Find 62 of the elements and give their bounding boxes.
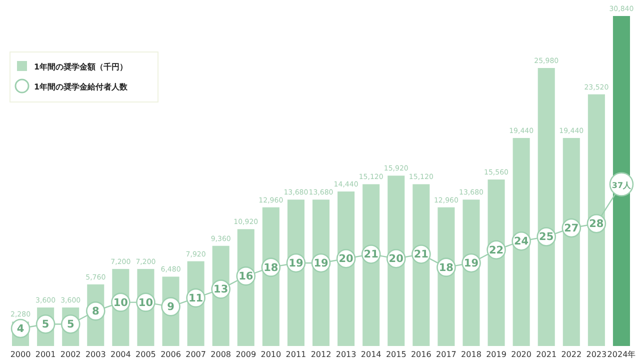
x-tick-label: 2005 (136, 350, 156, 359)
x-tick-label: 2012 (310, 350, 332, 359)
data-label: 8 (92, 306, 100, 318)
bar (462, 200, 480, 346)
x-tick-label: 2017 (436, 350, 456, 359)
x-tick-label: 2003 (85, 350, 106, 359)
x-tick-label: 2021 (536, 350, 557, 359)
bar (488, 180, 505, 346)
x-tick-label: 2016 (410, 350, 432, 359)
data-label: 19 (314, 257, 328, 270)
x-tick-label: 2013 (336, 350, 356, 359)
data-label: 21 (414, 248, 428, 261)
data-label: 10 (113, 296, 128, 309)
bar (588, 94, 605, 346)
legend-label: 1年間の奨学金給付者人数 (34, 82, 129, 92)
bar (538, 68, 555, 346)
bar (612, 16, 630, 346)
data-label: 37人 (612, 180, 632, 190)
x-tick-label: 2010 (260, 350, 282, 359)
x-tick-label: 2002 (60, 350, 81, 359)
x-tick-label: 2019 (486, 350, 506, 359)
x-tick-label: 2001 (35, 350, 56, 359)
data-label: 28 (589, 218, 604, 230)
x-tick-label: 2022 (561, 350, 582, 359)
bar (412, 184, 430, 346)
x-tick-label: 2018 (461, 350, 482, 359)
data-label: 13 (214, 284, 228, 296)
data-label: 16 (238, 270, 254, 283)
x-tick-label: 2000 (10, 350, 31, 359)
data-label: 9 (167, 301, 174, 314)
legend-label: 1年間の奨学金額（千円） (34, 62, 128, 72)
data-label: 18 (264, 262, 278, 274)
x-tick-label: 2004 (110, 350, 131, 359)
bar (362, 184, 380, 346)
x-tick-label: 2009 (236, 350, 256, 359)
data-label: 20 (338, 253, 354, 266)
x-tick-label: 2007 (186, 350, 206, 359)
data-label: 19 (464, 257, 479, 270)
bar (388, 176, 405, 346)
data-label: 18 (438, 262, 454, 274)
data-label: 21 (364, 248, 378, 261)
bar (562, 138, 580, 346)
x-tick-label: 2023 (586, 350, 607, 359)
x-tick-label: 2020 (511, 350, 532, 359)
data-label: 11 (188, 292, 204, 304)
bar (512, 138, 530, 346)
x-tick-label: 2008 (210, 350, 232, 359)
x-tick-label: 2006 (160, 350, 181, 359)
data-label: 20 (388, 253, 404, 266)
data-label: 24 (514, 236, 529, 248)
x-tick-label: 2015 (386, 350, 406, 359)
x-tick-label: 2011 (286, 350, 306, 359)
data-label: 10 (138, 296, 154, 309)
data-label: 5 (42, 318, 50, 331)
x-tick-label: 2024年 (607, 350, 636, 359)
data-label: 22 (488, 244, 504, 256)
x-tick-label: 2014 (360, 350, 382, 359)
data-label: 4 (16, 323, 24, 336)
data-label: 25 (539, 231, 554, 244)
data-label: 5 (66, 318, 74, 331)
data-label: 27 (564, 222, 579, 235)
data-label: 19 (288, 257, 304, 270)
